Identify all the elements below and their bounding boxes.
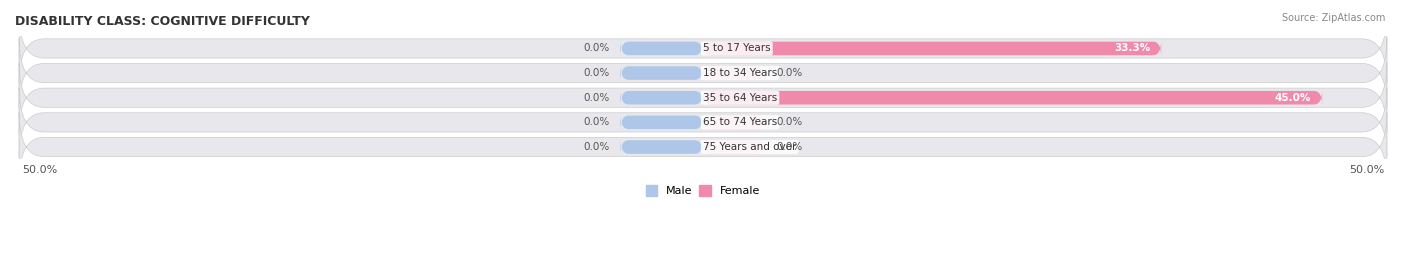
FancyBboxPatch shape [620,139,703,155]
FancyBboxPatch shape [20,88,1386,157]
FancyBboxPatch shape [703,65,765,81]
Text: 35 to 64 Years: 35 to 64 Years [703,93,778,103]
Text: 0.0%: 0.0% [776,142,803,152]
Text: 18 to 34 Years: 18 to 34 Years [703,68,778,78]
Text: 75 Years and over: 75 Years and over [703,142,796,152]
Text: 0.0%: 0.0% [583,43,609,54]
Text: 0.0%: 0.0% [583,142,609,152]
FancyBboxPatch shape [20,14,1386,83]
Text: 65 to 74 Years: 65 to 74 Years [703,117,778,127]
FancyBboxPatch shape [703,40,1161,56]
Text: 50.0%: 50.0% [1348,165,1384,175]
FancyBboxPatch shape [703,114,765,130]
FancyBboxPatch shape [620,40,703,56]
Text: 0.0%: 0.0% [776,68,803,78]
Text: 0.0%: 0.0% [583,117,609,127]
Text: 0.0%: 0.0% [776,117,803,127]
Text: Source: ZipAtlas.com: Source: ZipAtlas.com [1281,13,1385,23]
FancyBboxPatch shape [703,90,1322,106]
FancyBboxPatch shape [703,139,765,155]
Text: 50.0%: 50.0% [22,165,58,175]
FancyBboxPatch shape [20,38,1386,108]
FancyBboxPatch shape [20,112,1386,182]
FancyBboxPatch shape [620,114,703,130]
Text: 45.0%: 45.0% [1275,93,1312,103]
Legend: Male, Female: Male, Female [641,180,765,201]
FancyBboxPatch shape [20,63,1386,132]
Text: 5 to 17 Years: 5 to 17 Years [703,43,770,54]
FancyBboxPatch shape [620,65,703,81]
FancyBboxPatch shape [620,90,703,106]
Text: 0.0%: 0.0% [583,68,609,78]
Text: 0.0%: 0.0% [583,93,609,103]
Text: DISABILITY CLASS: COGNITIVE DIFFICULTY: DISABILITY CLASS: COGNITIVE DIFFICULTY [15,15,309,28]
Text: 33.3%: 33.3% [1114,43,1150,54]
